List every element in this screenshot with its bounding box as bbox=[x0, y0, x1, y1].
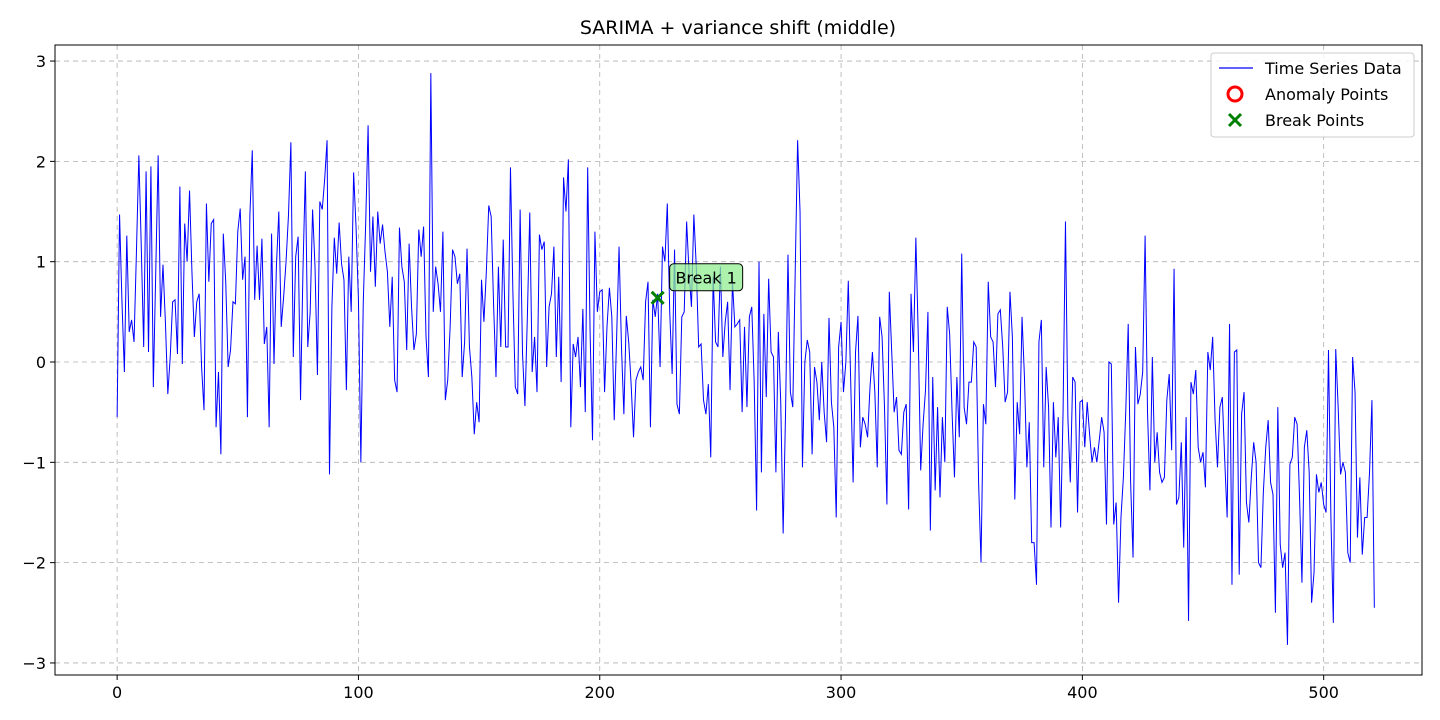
x-tick-label: 500 bbox=[1308, 683, 1339, 702]
annotations: Break 1 bbox=[669, 263, 744, 292]
y-tick-label: 3 bbox=[36, 52, 46, 71]
y-tick-label: −1 bbox=[22, 453, 46, 472]
y-tick-label: 2 bbox=[36, 152, 46, 171]
y-tick-label: −2 bbox=[22, 554, 46, 573]
break-markers bbox=[650, 290, 665, 305]
x-tick-label: 100 bbox=[343, 683, 374, 702]
y-tick-label: −3 bbox=[22, 654, 46, 673]
legend-label: Anomaly Points bbox=[1265, 85, 1388, 104]
legend: Time Series Data Anomaly Points Break Poin… bbox=[1210, 52, 1415, 138]
series-layer bbox=[116, 73, 1375, 645]
legend-label: Time Series Data bbox=[1264, 59, 1402, 78]
series-line-time-series-data bbox=[116, 73, 1375, 645]
x-tick-label: 300 bbox=[826, 683, 857, 702]
y-tick-label: 1 bbox=[36, 253, 46, 272]
axes: 0 100 200 300 400 500 −3 −2 −1 0 1 2 3 bbox=[22, 52, 1339, 702]
legend-break-swatch bbox=[1227, 112, 1243, 128]
x-tick-label: 0 bbox=[112, 683, 122, 702]
legend-anomaly-swatch bbox=[1226, 85, 1244, 103]
plot-frame bbox=[54, 44, 1423, 676]
y-tick-label: 0 bbox=[36, 353, 46, 372]
chart-title: SARIMA + variance shift (middle) bbox=[580, 17, 896, 39]
annotation-label: Break 1 bbox=[675, 268, 736, 287]
legend-label: Break Points bbox=[1265, 111, 1364, 130]
break-point-marker bbox=[650, 290, 665, 305]
x-tick-label: 200 bbox=[584, 683, 615, 702]
x-tick-label: 400 bbox=[1067, 683, 1098, 702]
break-annotation: Break 1 bbox=[669, 263, 744, 292]
grid bbox=[55, 45, 1422, 675]
legend-box bbox=[1210, 52, 1415, 138]
